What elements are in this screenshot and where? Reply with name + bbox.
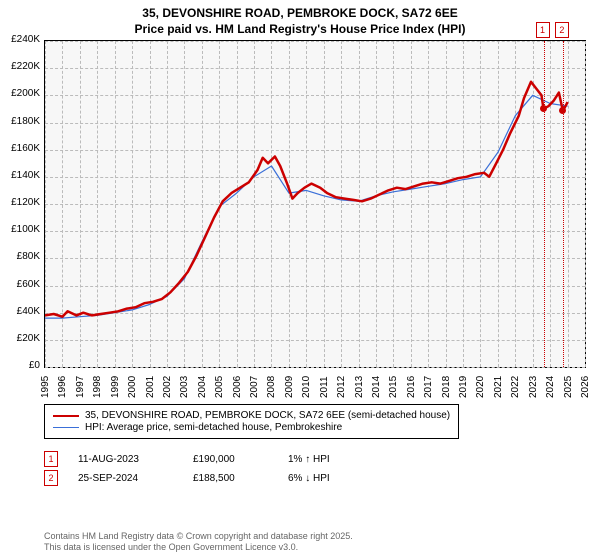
legend-row-price-paid: 35, DEVONSHIRE ROAD, PEMBROKE DOCK, SA72…	[53, 410, 450, 421]
event-date: 11-AUG-2023	[78, 454, 193, 465]
y-tick-label: £80K	[0, 251, 40, 262]
x-tick-label: 2016	[406, 376, 417, 398]
x-tick-label: 2013	[354, 376, 365, 398]
x-tick-label: 2011	[319, 376, 330, 398]
y-tick-label: £0	[0, 360, 40, 371]
x-tick-label: 2010	[301, 376, 312, 398]
event-delta: 6% ↓ HPI	[288, 473, 330, 484]
y-tick-label: £240K	[0, 34, 40, 45]
y-tick-label: £180K	[0, 116, 40, 127]
legend-label-hpi: HPI: Average price, semi-detached house,…	[85, 422, 342, 433]
event-price: £190,000	[193, 454, 288, 465]
y-tick-label: £140K	[0, 170, 40, 181]
chart-lines	[45, 41, 585, 367]
y-tick-label: £160K	[0, 143, 40, 154]
event-delta: 1% ↑ HPI	[288, 454, 330, 465]
x-tick-label: 1995	[40, 376, 51, 398]
x-tick-label: 2004	[197, 376, 208, 398]
gridline-v	[585, 41, 586, 367]
x-tick-label: 1998	[92, 376, 103, 398]
event-row-1: 1 11-AUG-2023£190,0001% ↑ HPI	[44, 451, 330, 467]
marker-box-1: 1	[536, 22, 550, 38]
x-tick-label: 1999	[110, 376, 121, 398]
y-tick-label: £60K	[0, 279, 40, 290]
title-line-1: 35, DEVONSHIRE ROAD, PEMBROKE DOCK, SA72…	[0, 6, 600, 22]
chart-container: 35, DEVONSHIRE ROAD, PEMBROKE DOCK, SA72…	[0, 0, 600, 560]
y-tick-label: £220K	[0, 61, 40, 72]
marker-vline-1	[544, 41, 545, 367]
y-tick-label: £200K	[0, 88, 40, 99]
title-line-2: Price paid vs. HM Land Registry's House …	[0, 22, 600, 38]
x-tick-label: 2021	[493, 376, 504, 398]
x-tick-label: 2014	[371, 376, 382, 398]
x-tick-label: 2009	[284, 376, 295, 398]
x-tick-label: 2023	[528, 376, 539, 398]
x-tick-label: 2026	[580, 376, 591, 398]
event-marker-icon: 2	[44, 470, 58, 486]
y-tick-label: £120K	[0, 197, 40, 208]
title-block: 35, DEVONSHIRE ROAD, PEMBROKE DOCK, SA72…	[0, 0, 600, 37]
attribution-line-2: This data is licensed under the Open Gov…	[44, 542, 353, 554]
x-tick-label: 2005	[214, 376, 225, 398]
x-tick-label: 2002	[162, 376, 173, 398]
x-tick-label: 2018	[441, 376, 452, 398]
x-tick-label: 2019	[458, 376, 469, 398]
event-price: £188,500	[193, 473, 288, 484]
x-tick-label: 2003	[179, 376, 190, 398]
y-tick-label: £20K	[0, 333, 40, 344]
x-tick-label: 2025	[563, 376, 574, 398]
chart-plot-area	[44, 40, 586, 368]
event-row-2: 2 25-SEP-2024£188,5006% ↓ HPI	[44, 470, 330, 486]
x-tick-label: 1997	[75, 376, 86, 398]
x-tick-label: 2000	[127, 376, 138, 398]
legend-row-hpi: HPI: Average price, semi-detached house,…	[53, 422, 450, 433]
x-tick-label: 2007	[249, 376, 260, 398]
x-tick-label: 2020	[475, 376, 486, 398]
x-tick-label: 2022	[510, 376, 521, 398]
x-tick-label: 2017	[423, 376, 434, 398]
marker-vline-2	[563, 41, 564, 367]
event-marker-icon: 1	[44, 451, 58, 467]
legend-box: 35, DEVONSHIRE ROAD, PEMBROKE DOCK, SA72…	[44, 404, 459, 439]
x-tick-label: 2008	[266, 376, 277, 398]
x-tick-label: 2015	[388, 376, 399, 398]
series-line-hpi	[45, 95, 568, 318]
marker-box-2: 2	[555, 22, 569, 38]
series-line-price_paid	[45, 82, 568, 317]
x-tick-label: 2006	[232, 376, 243, 398]
legend-swatch-hpi	[53, 427, 79, 428]
x-tick-label: 1996	[57, 376, 68, 398]
y-tick-label: £40K	[0, 306, 40, 317]
x-tick-label: 2024	[545, 376, 556, 398]
y-tick-label: £100K	[0, 224, 40, 235]
legend-label-price-paid: 35, DEVONSHIRE ROAD, PEMBROKE DOCK, SA72…	[85, 410, 450, 421]
attribution: Contains HM Land Registry data © Crown c…	[44, 531, 353, 554]
attribution-line-1: Contains HM Land Registry data © Crown c…	[44, 531, 353, 543]
x-tick-label: 2001	[145, 376, 156, 398]
event-date: 25-SEP-2024	[78, 473, 193, 484]
x-tick-label: 2012	[336, 376, 347, 398]
legend-swatch-price-paid	[53, 415, 79, 417]
gridline-h	[45, 367, 585, 368]
events-table: 1 11-AUG-2023£190,0001% ↑ HPI 2 25-SEP-2024…	[44, 448, 330, 489]
